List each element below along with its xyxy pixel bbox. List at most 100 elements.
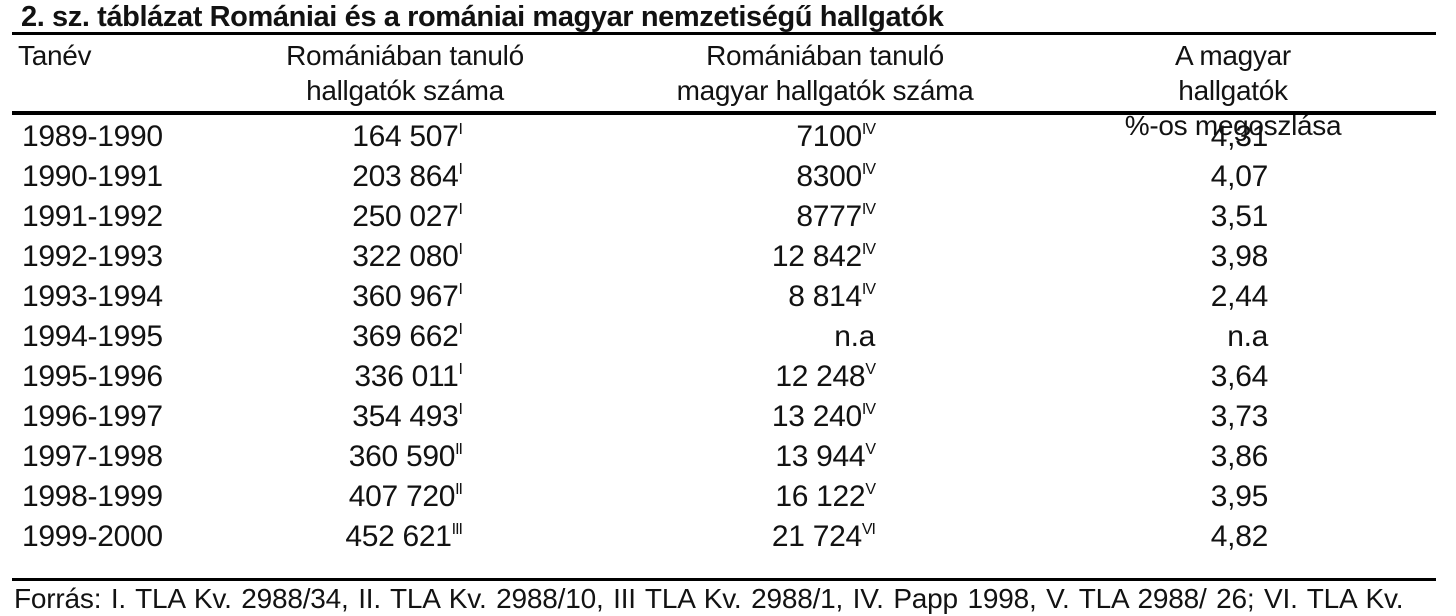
hungarian-students: 12 248V xyxy=(775,357,876,397)
hungarian-students: n.a xyxy=(834,317,875,357)
hungarian-students-value: 8777 xyxy=(796,200,862,233)
title-underline xyxy=(12,32,1436,35)
total-students: 250 027I xyxy=(352,197,463,237)
school-year-value: 1989-1990 xyxy=(22,120,163,153)
hungarian-source-superscript: VI xyxy=(861,521,876,538)
hungarian-students: 7100IV xyxy=(796,117,876,157)
total-source-superscript: I xyxy=(458,321,464,338)
total-source-superscript: I xyxy=(458,121,464,138)
hungarian-percentage-value: n.a xyxy=(1227,320,1268,353)
hungarian-source-superscript: IV xyxy=(861,121,876,138)
total-students-value: 164 507 xyxy=(352,120,459,153)
hungarian-students-value: 8300 xyxy=(796,160,862,193)
school-year: 1991-1992 xyxy=(22,197,163,237)
hungarian-percentage-value: 4,07 xyxy=(1210,160,1269,193)
table-row: 1998-1999 407 720II 16 122V 3,95 xyxy=(0,477,1456,517)
hungarian-source-superscript: V xyxy=(865,361,876,378)
hungarian-percentage: 3,98 xyxy=(1210,237,1269,277)
hungarian-percentage-value: 3,95 xyxy=(1210,480,1269,513)
hungarian-percentage-value: 3,64 xyxy=(1210,360,1269,393)
hungarian-students: 13 944V xyxy=(775,437,876,477)
hungarian-source-superscript: IV xyxy=(861,401,876,418)
school-year-value: 1991-1992 xyxy=(22,200,163,233)
school-year-value: 1998-1999 xyxy=(22,480,163,513)
hungarian-percentage-value: 4,82 xyxy=(1210,520,1269,553)
total-students: 452 621III xyxy=(345,517,463,557)
school-year: 1997-1998 xyxy=(22,437,163,477)
total-students: 360 967I xyxy=(352,277,463,317)
hungarian-percentage-value: 3,98 xyxy=(1210,240,1269,273)
total-source-superscript: I xyxy=(458,161,464,178)
hungarian-percentage: n.a xyxy=(1227,317,1268,357)
table-row: 1989-1990 164 507I 7100IV 4,31 xyxy=(0,117,1456,157)
total-students: 360 590II xyxy=(348,437,463,477)
school-year: 1994-1995 xyxy=(22,317,163,357)
table-row: 1990-1991 203 864I 8300IV 4,07 xyxy=(0,157,1456,197)
hungarian-source-superscript: V xyxy=(865,481,876,498)
table-row: 1994-1995 369 662I n.a n.a xyxy=(0,317,1456,357)
hungarian-students: 12 842IV xyxy=(771,237,876,277)
column-header-tanev: Tanév xyxy=(18,40,92,71)
hungarian-students-value: 13 944 xyxy=(775,440,866,473)
hungarian-source-superscript: IV xyxy=(861,241,876,258)
table-row: 1995-1996 336 011I 12 248V 3,64 xyxy=(0,357,1456,397)
total-students-value: 322 080 xyxy=(352,240,459,273)
table-title: 2. sz. táblázat Romániai és a romániai m… xyxy=(21,1,944,33)
total-students: 354 493I xyxy=(352,397,464,437)
hungarian-percentage: 4,31 xyxy=(1210,117,1269,157)
table-row: 1993-1994 360 967I 8 814IV 2,44 xyxy=(0,277,1456,317)
hungarian-percentage: 3,95 xyxy=(1210,477,1269,517)
header-divider-line xyxy=(12,111,1436,115)
school-year: 1993-1994 xyxy=(22,277,163,317)
hungarian-percentage-value: 3,73 xyxy=(1210,400,1269,433)
total-students: 164 507I xyxy=(352,117,464,157)
footer-divider-line xyxy=(12,578,1436,581)
school-year: 1999-2000 xyxy=(22,517,163,557)
total-students-value: 360 590 xyxy=(348,440,456,473)
total-students-value: 360 967 xyxy=(352,280,459,313)
table-row: 1999-2000 452 621III 21 724VI 4,82 xyxy=(0,517,1456,557)
total-students: 369 662I xyxy=(352,317,464,357)
hungarian-percentage-value: 2,44 xyxy=(1210,280,1269,313)
hungarian-students-value: 13 240 xyxy=(771,400,862,433)
total-students-value: 407 720 xyxy=(348,480,456,513)
hungarian-source-superscript: IV xyxy=(861,281,876,298)
school-year: 1996-1997 xyxy=(22,397,163,437)
hungarian-students: 8300IV xyxy=(796,157,876,197)
school-year-value: 1993-1994 xyxy=(22,280,163,313)
total-source-superscript: III xyxy=(451,521,463,538)
total-students-value: 452 621 xyxy=(345,520,452,553)
hungarian-source-superscript: IV xyxy=(861,201,876,218)
table-row: 1991-1992 250 027I 8777IV 3,51 xyxy=(0,197,1456,237)
school-year: 1998-1999 xyxy=(22,477,163,517)
table-row: 1992-1993 322 080I 12 842IV 3,98 xyxy=(0,237,1456,277)
hungarian-students: 13 240IV xyxy=(771,397,876,437)
hungarian-percentage: 3,86 xyxy=(1211,437,1269,477)
hungarian-students-value: 12 842 xyxy=(771,240,862,273)
total-source-superscript: I xyxy=(458,401,464,418)
column-header-percentage: A magyar hallgatók %-os megoszlása xyxy=(1124,40,1342,141)
column-header-hungarian-students: Romániában tanuló magyar hallgatók száma xyxy=(676,40,974,106)
school-year-value: 1996-1997 xyxy=(22,400,163,433)
table-body: 1989-1990 164 507I 7100IV 4,31 1990-1991 203 … xyxy=(0,117,1456,557)
hungarian-percentage-value: 4,31 xyxy=(1210,120,1269,153)
school-year-value: 1990-1991 xyxy=(22,160,163,193)
hungarian-percentage: 3,51 xyxy=(1211,197,1269,237)
hungarian-students: 8777IV xyxy=(796,197,876,237)
hungarian-students-value: 16 122 xyxy=(775,480,866,513)
hungarian-percentage: 4,82 xyxy=(1210,517,1269,557)
total-students-value: 336 011 xyxy=(354,360,459,393)
total-students-value: 354 493 xyxy=(352,400,459,433)
school-year: 1989-1990 xyxy=(22,117,163,157)
hungarian-percentage: 2,44 xyxy=(1210,277,1269,317)
school-year-value: 1999-2000 xyxy=(22,520,163,553)
school-year: 1990-1991 xyxy=(22,157,163,197)
total-students-value: 203 864 xyxy=(352,160,459,193)
hungarian-source-superscript: V xyxy=(865,441,876,458)
source-note: Forrás: I. TLA Kv. 2988/34, II. TLA Kv. … xyxy=(14,583,1404,614)
total-students: 322 080I xyxy=(352,237,464,277)
school-year-value: 1995-1996 xyxy=(22,360,163,393)
total-source-superscript: I xyxy=(458,241,464,258)
total-students-value: 369 662 xyxy=(352,320,459,353)
